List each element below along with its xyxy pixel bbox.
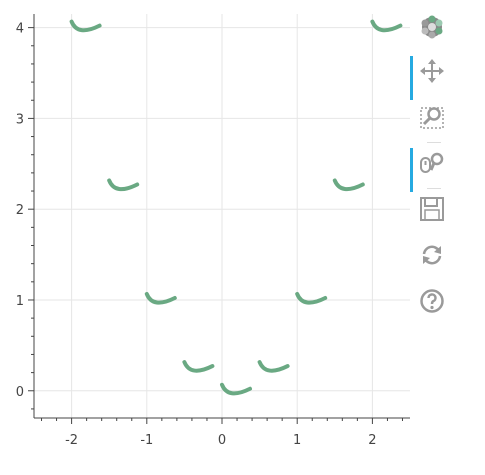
data-point	[69, 19, 102, 33]
data-point	[182, 360, 215, 373]
wheel-zoom-tool-active-indicator	[410, 148, 413, 192]
data-point	[220, 382, 252, 396]
toolbar	[410, 8, 446, 313]
data-point	[370, 19, 403, 33]
y-tick-label: 1	[16, 294, 24, 309]
data-point	[257, 360, 290, 373]
y-tick-label: 4	[16, 22, 24, 37]
axes	[28, 14, 410, 424]
data-point	[107, 178, 140, 192]
grid-lines	[34, 14, 410, 418]
box-zoom-tool-icon	[420, 107, 444, 129]
data-point	[295, 291, 328, 305]
pan-tool[interactable]	[410, 52, 446, 100]
toolbar-separator	[427, 188, 441, 189]
plot-area[interactable]: -2 -1 0 1 2 0 1 2 3 4	[0, 0, 410, 475]
help-tool-icon	[420, 289, 444, 313]
reset-tool[interactable]	[410, 236, 446, 272]
x-tick-label: 1	[293, 433, 301, 448]
pan-tool-active-indicator	[410, 56, 413, 100]
x-tick-label: -2	[65, 433, 78, 448]
x-tick-label: -1	[140, 433, 153, 448]
wheel-zoom-tool-icon	[420, 152, 444, 173]
x-tick-label: 2	[368, 433, 376, 448]
bokeh-logo[interactable]	[410, 8, 446, 44]
save-tool[interactable]	[410, 190, 446, 226]
box-zoom-tool[interactable]	[410, 98, 446, 134]
x-tick-label: 0	[218, 433, 226, 448]
y-tick-label: 0	[16, 385, 24, 400]
data-point	[332, 178, 365, 192]
save-tool-icon	[420, 197, 444, 221]
wheel-zoom-tool[interactable]	[410, 144, 446, 192]
reset-tool-icon	[422, 245, 442, 265]
data-point	[144, 291, 177, 305]
data-points	[69, 19, 403, 396]
y-tick-label: 2	[16, 203, 24, 218]
y-tick-label: 3	[16, 112, 24, 127]
pan-tool-icon	[420, 59, 444, 83]
help-tool[interactable]	[410, 282, 446, 318]
toolbar-separator	[427, 142, 441, 143]
bokeh-logo-icon	[421, 15, 443, 39]
tick-labels: -2 -1 0 1 2 0 1 2 3 4	[16, 22, 377, 448]
